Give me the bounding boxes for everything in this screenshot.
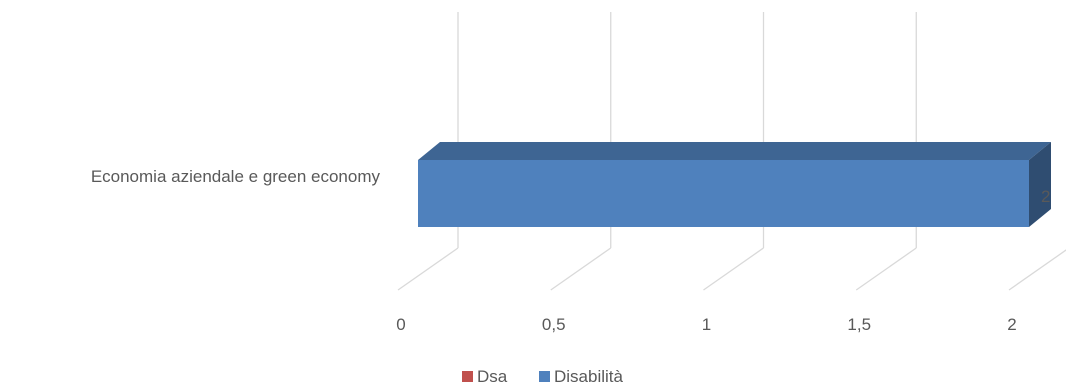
- floor-gridline: [550, 247, 612, 291]
- x-tick-label: 0,5: [542, 315, 566, 334]
- x-tick-label: 0: [396, 315, 405, 334]
- category-label: Economia aziendale e green economy: [91, 167, 381, 186]
- bar-1: [418, 160, 1029, 227]
- labels: 0 0,5 1 1,5 2 Economia aziendale e green econ…: [91, 167, 1051, 334]
- legend-swatch-0: [462, 371, 473, 382]
- bars: [418, 142, 1051, 227]
- bar-top-1: [418, 142, 1051, 160]
- legend: Dsa Disabilità: [462, 367, 624, 386]
- x-tick-label: 2: [1007, 315, 1016, 334]
- x-tick-label: 1: [702, 315, 711, 334]
- bar-side-1: [1029, 142, 1051, 227]
- data-label: 2: [1041, 187, 1050, 206]
- legend-label-1: Disabilità: [554, 367, 624, 386]
- legend-label-0: Dsa: [477, 367, 508, 386]
- floor-gridline: [1008, 249, 1066, 291]
- floor-gridline: [703, 247, 764, 291]
- legend-swatch-1: [539, 371, 550, 382]
- floor-gridline: [855, 247, 917, 291]
- floor-gridline: [397, 247, 459, 291]
- x-tick-label: 1,5: [847, 315, 871, 334]
